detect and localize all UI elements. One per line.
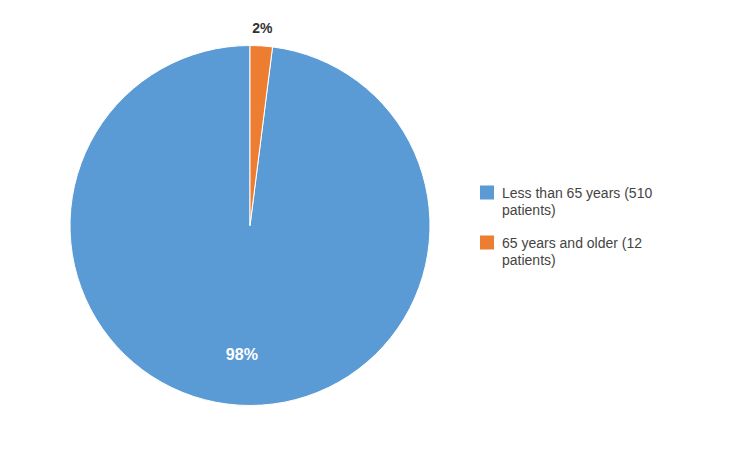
pie-slice (70, 46, 430, 406)
pie-slice (250, 46, 273, 226)
legend-label: 65 years and older (12patients) (502, 235, 642, 268)
legend: Less than 65 years (510patients) 65 years… (480, 185, 652, 268)
data-label: 2% (252, 20, 273, 36)
chart-container: 98% 2% Less than 65 years (510patients) 65 … (0, 0, 752, 451)
data-labels: 98% 2% (226, 20, 273, 363)
chart-svg: 98% 2% Less than 65 years (510patients) 65 … (0, 0, 752, 451)
data-label: 98% (226, 346, 258, 363)
legend-label: Less than 65 years (510patients) (502, 185, 652, 218)
legend-swatch (480, 236, 494, 250)
legend-swatch (480, 186, 494, 200)
slices (70, 46, 430, 406)
